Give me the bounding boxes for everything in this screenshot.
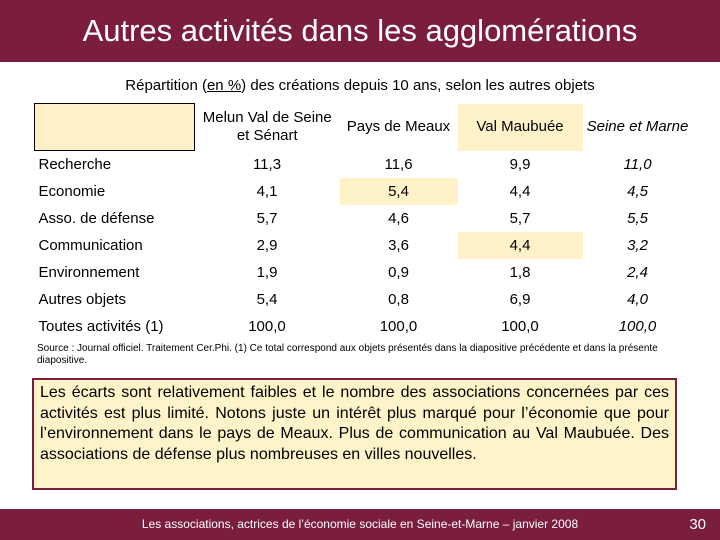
column-header-seine-et-marne: Seine et Marne xyxy=(586,118,689,135)
cell-value: 2,4 xyxy=(627,264,648,281)
cell-value: 100,0 xyxy=(379,318,418,335)
cell-value: 100,0 xyxy=(618,318,657,335)
column-header-meaux: Pays de Meaux xyxy=(346,118,451,135)
cell-value: 11,6 xyxy=(384,155,413,173)
cell-value: 5,7 xyxy=(509,210,531,227)
page-number: 30 xyxy=(689,516,706,533)
cell-value: 4,0 xyxy=(627,291,648,308)
row-label: Environnement xyxy=(38,264,140,281)
cell-value: 0,8 xyxy=(388,291,409,308)
subtitle-text-end: ) des créations depuis 10 ans, selon les… xyxy=(241,77,595,94)
cell-value: 3,2 xyxy=(627,237,648,254)
cell-value: 3,6 xyxy=(388,237,409,254)
page-title: Autres activités dans les agglomérations xyxy=(82,13,638,48)
row-label: Recherche xyxy=(38,156,112,173)
cell-value: 5,4 xyxy=(339,178,458,205)
row-label: Economie xyxy=(38,183,106,200)
comment-box: Les écarts sont relativement faibles et … xyxy=(32,378,677,490)
cell-value: 5,5 xyxy=(627,210,648,227)
cell-value: 1,9 xyxy=(256,264,278,281)
source-note: Source : Journal officiel. Traitement Ce… xyxy=(37,343,658,366)
cell-value: 6,9 xyxy=(509,291,531,308)
cell-value: 100,0 xyxy=(248,318,286,335)
row-label: Communication xyxy=(38,237,143,254)
row-label: Autres objets xyxy=(38,291,127,308)
cell-value: 11,3 xyxy=(252,155,282,173)
cell-value: 5,7 xyxy=(256,210,278,227)
subtitle-unit: en % xyxy=(206,77,242,94)
row-label: Toutes activités (1) xyxy=(38,318,164,335)
cell-value: 100,0 xyxy=(501,318,539,335)
table-subtitle: Répartition (en %) des créations depuis … xyxy=(0,77,720,94)
title-bar: Autres activités dans les agglomérations xyxy=(0,0,720,62)
cell-value: 1,8 xyxy=(509,264,531,281)
table-row: Asso. de défense 5,7 4,6 5,7 5,5 xyxy=(35,205,693,232)
cell-value: 2,9 xyxy=(256,237,278,254)
footer-text: Les associations, actrices de l’économie… xyxy=(141,517,579,531)
cell-value: 0,9 xyxy=(388,264,409,281)
table-row: Economie 4,1 5,4 4,4 4,5 xyxy=(35,178,693,205)
subtitle-text-start: Répartition ( xyxy=(125,77,207,94)
footer-bar: Les associations, actrices de l’économie… xyxy=(0,509,720,540)
cell-value: 11,0 xyxy=(623,155,652,173)
cell-value: 4,1 xyxy=(256,183,278,200)
column-header-melun: Melun Val de Seine et Sénart xyxy=(202,109,332,144)
cell-value: 4,6 xyxy=(388,210,409,227)
table-header-row: Melun Val de Seine et Sénart Pays de Mea… xyxy=(34,103,693,151)
table-corner-cell xyxy=(34,103,195,151)
cell-value: 4,4 xyxy=(457,232,583,259)
cell-value: 5,4 xyxy=(256,291,278,308)
table-row: Communication 2,9 3,6 4,4 3,2 xyxy=(35,232,693,259)
table-row: Environnement 1,9 0,9 1,8 2,4 xyxy=(35,259,693,286)
cell-value: 4,5 xyxy=(627,183,648,200)
row-label: Asso. de défense xyxy=(38,210,155,227)
cell-value: 4,4 xyxy=(509,183,531,200)
table-row: Recherche 11,3 11,6 9,9 11,0 xyxy=(35,151,693,179)
cell-value: 9,9 xyxy=(509,155,531,173)
table-row: Autres objets 5,4 0,8 6,9 4,0 xyxy=(35,286,693,313)
data-table: Melun Val de Seine et Sénart Pays de Mea… xyxy=(34,103,693,340)
column-header-maubuee: Val Maubuée xyxy=(457,103,583,151)
table-row: Toutes activités (1) 100,0 100,0 100,0 1… xyxy=(35,313,693,340)
